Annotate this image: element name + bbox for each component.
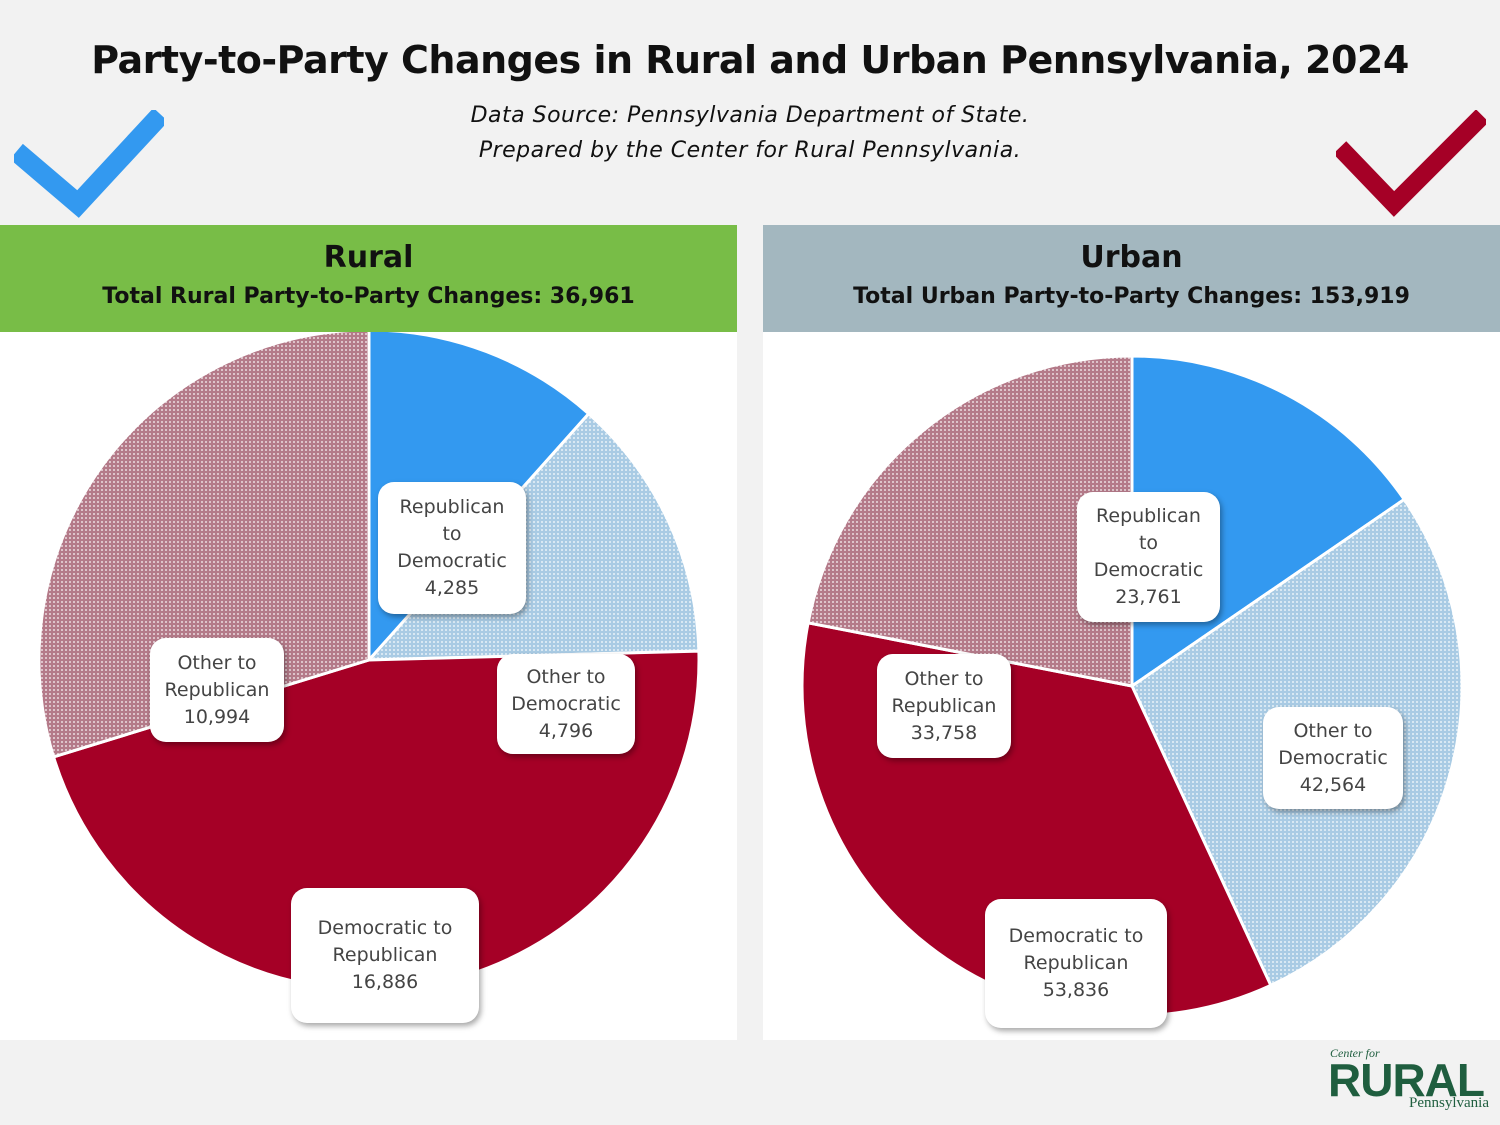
rural-header: Rural Total Rural Party-to-Party Changes… xyxy=(0,225,737,332)
label-other-to-democratic: Other to Democratic 42,564 xyxy=(1263,707,1403,809)
urban-heading: Urban xyxy=(1080,240,1183,275)
label-text-line: Democratic to xyxy=(317,917,453,939)
slice-other-to-republican xyxy=(806,354,1134,688)
label-value: 23,761 xyxy=(1115,586,1182,608)
urban-panel: Urban Total Urban Party-to-Party Changes… xyxy=(763,225,1500,1040)
blue-checkmark-icon xyxy=(14,110,164,218)
label-republican-to-democratic: Republican to Democratic 4,285 xyxy=(378,482,526,614)
label-democratic-to-republican: Democratic to Republican 16,886 xyxy=(291,888,479,1023)
label-text-line: Other to xyxy=(904,667,984,690)
label-text-line: Republican xyxy=(1096,505,1201,527)
slice-other-to-republican xyxy=(37,332,371,759)
label-text-line: to xyxy=(442,523,462,545)
chart-subtitle: Data Source: Pennsylvania Department of … xyxy=(0,98,1500,168)
label-text-line: Republican xyxy=(1023,952,1129,974)
chart-title: Party-to-Party Changes in Rural and Urba… xyxy=(91,38,1409,82)
label-text-line: Republican xyxy=(399,496,505,518)
label-value: 53,836 xyxy=(1042,979,1110,1001)
label-text-line: Democratic xyxy=(397,550,507,572)
label-text-line: Democratic xyxy=(511,692,621,715)
rural-heading: Rural xyxy=(323,240,414,275)
label-value: 10,994 xyxy=(183,705,251,728)
label-text-line: Other to xyxy=(526,665,606,688)
urban-total: Total Urban Party-to-Party Changes: 153,… xyxy=(853,284,1410,309)
label-other-to-democratic: Other to Democratic 4,796 xyxy=(497,654,635,754)
label-value: 16,886 xyxy=(351,971,419,993)
label-text-line: Republican xyxy=(891,694,997,717)
rural-total: Total Rural Party-to-Party Changes: 36,9… xyxy=(102,284,635,309)
label-text-line: to xyxy=(1138,532,1159,554)
label-value: 4,285 xyxy=(424,577,480,599)
label-value: 4,796 xyxy=(538,719,594,742)
label-value: 33,758 xyxy=(910,721,978,744)
label-text-line: Other to xyxy=(177,651,257,674)
label-text-line: Democratic xyxy=(1278,746,1388,769)
prepared-by-line: Prepared by the Center for Rural Pennsyl… xyxy=(478,138,1022,163)
urban-header: Urban Total Urban Party-to-Party Changes… xyxy=(763,225,1500,332)
label-text-line: Republican xyxy=(332,944,438,966)
label-other-to-republican: Other to Republican 33,758 xyxy=(877,654,1011,758)
label-text-line: Other to xyxy=(1293,719,1373,742)
data-source-line: Data Source: Pennsylvania Department of … xyxy=(470,103,1030,128)
label-text-line: Democratic xyxy=(1093,559,1204,581)
red-checkmark-icon xyxy=(1336,110,1486,217)
label-text-line: Democratic to xyxy=(1008,925,1144,947)
center-for-rural-pennsylvania-logo: Center for RURAL Pennsylvania xyxy=(1328,1046,1489,1111)
label-republican-to-democratic: Republican to Democratic 23,761 xyxy=(1077,492,1220,622)
label-text-line: Republican xyxy=(164,678,270,701)
label-other-to-republican: Other to Republican 10,994 xyxy=(150,638,284,742)
label-value: 42,564 xyxy=(1299,773,1367,796)
label-democratic-to-republican: Democratic to Republican 53,836 xyxy=(985,899,1167,1028)
rural-panel: Rural Total Rural Party-to-Party Changes… xyxy=(0,225,737,1040)
